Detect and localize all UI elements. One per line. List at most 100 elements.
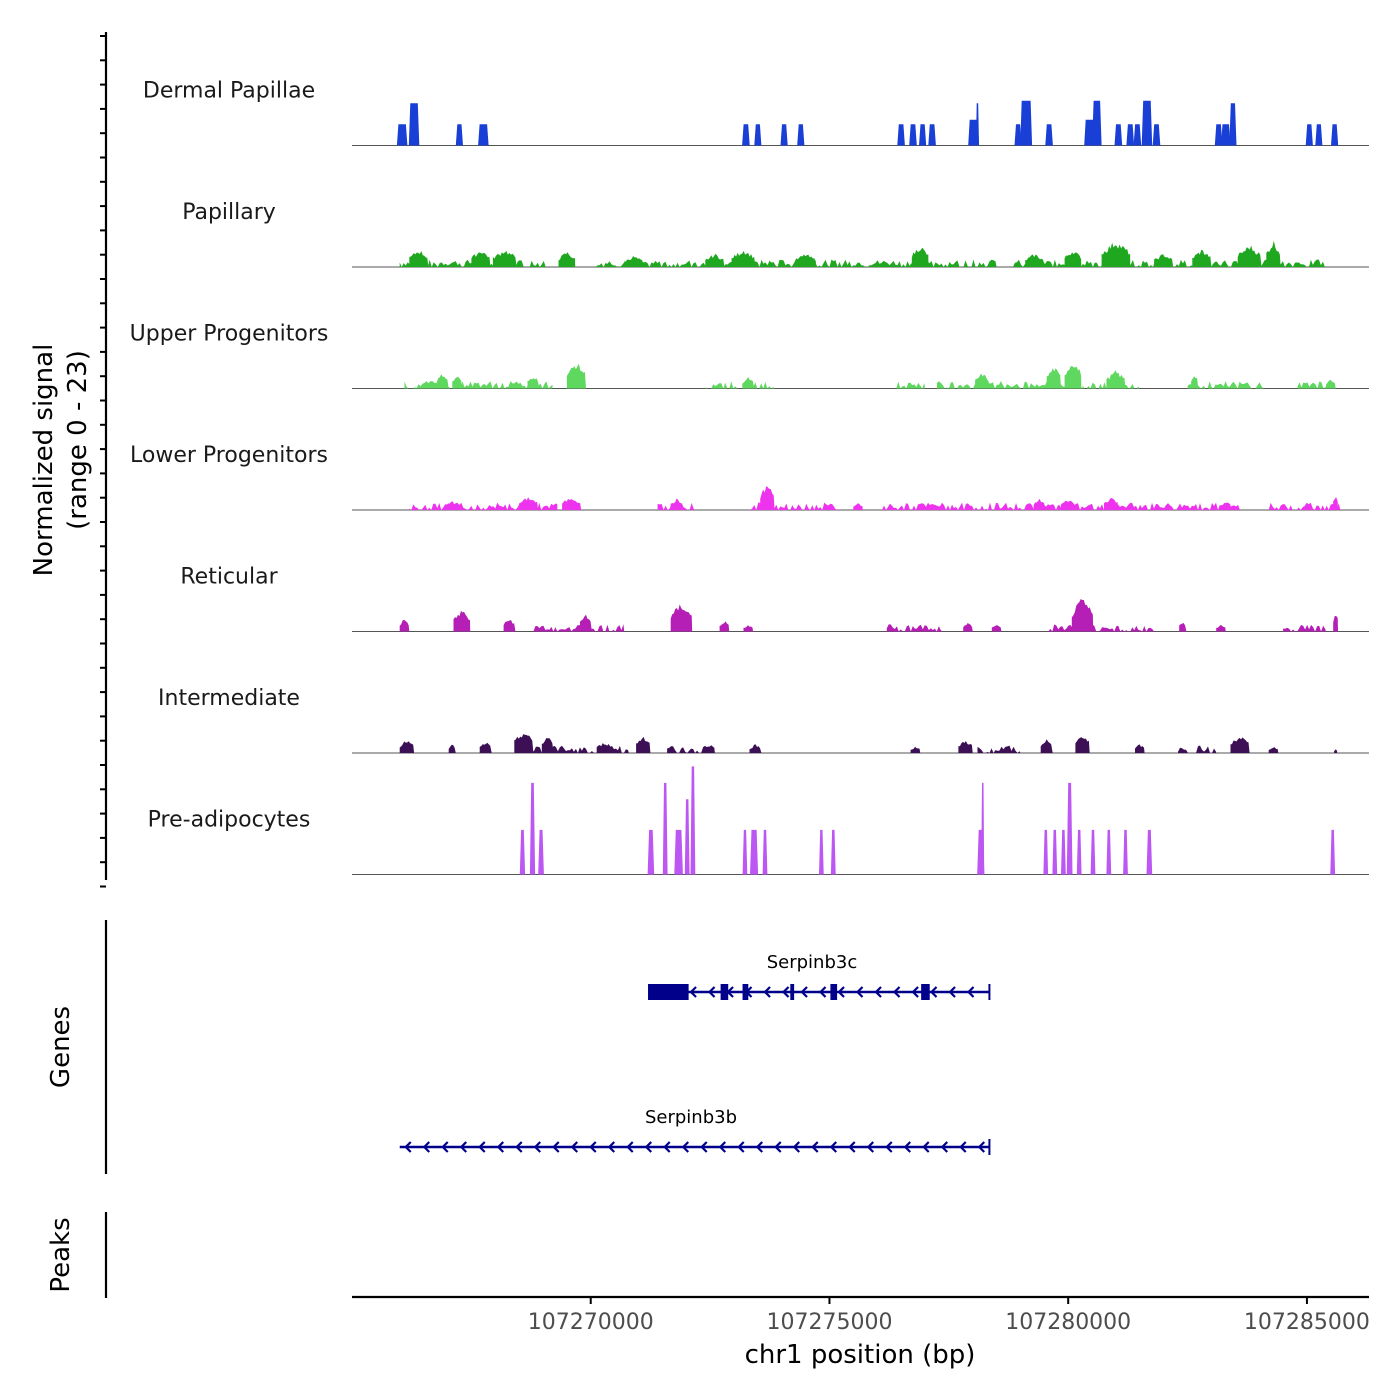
x-axis-ticks: 107270000 107275000 107280000 107285000 (528, 1297, 1370, 1335)
signal-peak (662, 782, 668, 875)
signal-peak (527, 378, 540, 389)
signal-peak (541, 738, 554, 753)
exon (830, 984, 838, 1000)
strand-arrow (848, 1141, 856, 1153)
strand-arrow (718, 1141, 727, 1153)
signal-region (1268, 502, 1341, 510)
signal-peak (1123, 829, 1128, 875)
signal-peak (448, 744, 456, 753)
signal-peak (742, 377, 755, 389)
track-label: Pre-adipocytes (148, 808, 311, 833)
strand-arrow (903, 1141, 912, 1153)
strand-arrow (885, 1141, 893, 1153)
coverage-tracks: Dermal Papillae Papillary Upper Progenitor… (130, 79, 1369, 875)
signal-peak (1040, 739, 1053, 753)
signal-region (896, 381, 925, 389)
signal-peak (705, 745, 715, 753)
track-papillary: Papillary (182, 200, 1369, 268)
signal-peak (1061, 500, 1076, 510)
signal-peak (1230, 737, 1250, 753)
strand-arrow (515, 1141, 523, 1153)
genes-panel-label: Genes (46, 1006, 76, 1088)
track-label: Upper Progenitors (130, 322, 329, 347)
track-label: Dermal Papillae (143, 79, 315, 104)
signal-peak (1052, 829, 1058, 875)
signal-peak (1114, 124, 1123, 146)
strand-arrow (533, 1141, 542, 1153)
signal-peak (1330, 829, 1336, 875)
x-axis-tick-label: 107275000 (766, 1310, 892, 1335)
signal-peak (1333, 616, 1338, 632)
exon (742, 984, 749, 1000)
signal-peak (719, 621, 730, 632)
signal-peak (1106, 370, 1126, 389)
signal-peak (1043, 829, 1049, 875)
track-label: Lower Progenitors (130, 443, 328, 468)
exon (921, 984, 930, 1000)
strand-arrow (681, 1141, 690, 1153)
signal-peak (819, 829, 824, 875)
strand-arrow (422, 1141, 431, 1153)
signal-peak (1101, 242, 1131, 267)
signal-peak (670, 604, 693, 632)
signal-peak (538, 829, 544, 875)
coverage-y-axis-ticks (100, 35, 106, 888)
signal-region (667, 745, 711, 753)
signal-peak (684, 799, 690, 875)
signal-peak (471, 252, 491, 267)
track-reticular: Reticular (180, 565, 1369, 632)
signal-peak (1014, 124, 1022, 146)
x-axis-tick-label: 107285000 (1244, 1310, 1370, 1335)
strand-arrow (404, 1141, 412, 1153)
signal-peak (754, 124, 762, 146)
signal-peak (1020, 100, 1033, 146)
y-axis-subtitle: (range 0 - 23) (63, 350, 93, 530)
signal-peak (445, 501, 460, 510)
y-axis-title: Normalized signal (29, 344, 59, 577)
signal-peak (797, 124, 805, 146)
signal-region (533, 624, 625, 632)
signal-peak (580, 614, 592, 632)
signal-peak (1064, 252, 1082, 267)
signal-peak (976, 103, 979, 146)
signal-peak (1135, 744, 1145, 753)
signal-peak (1061, 829, 1066, 875)
signal-peak (919, 124, 927, 146)
signal-peak (1237, 245, 1262, 267)
signal-peak (519, 497, 539, 510)
signal-peak (1152, 124, 1161, 146)
strand-arrow (929, 986, 938, 998)
strand-arrow (837, 986, 845, 998)
signal-peak (624, 256, 644, 267)
signal-peak (958, 741, 973, 753)
gene-serpinb3b: Serpinb3b (399, 1107, 991, 1155)
signal-region (977, 745, 1021, 753)
signal-peak (1033, 498, 1046, 510)
signal-peak (910, 746, 921, 753)
signal-peak (794, 254, 817, 267)
gene-annotations: Serpinb3c Serpinb3b (399, 952, 991, 1155)
strand-arrow (911, 986, 919, 998)
signal-peak (519, 829, 526, 875)
signal-peak (492, 251, 517, 267)
signal-peak (749, 744, 762, 753)
strand-arrow (792, 1141, 801, 1153)
track-label: Reticular (180, 565, 278, 590)
signal-peak (1192, 249, 1212, 267)
strand-arrow (774, 1141, 782, 1153)
signal-peak (1216, 624, 1226, 632)
signal-peak (690, 766, 696, 875)
signal-peak (780, 124, 788, 146)
signal-peak (760, 486, 775, 510)
signal-peak (1334, 749, 1338, 753)
signal-peak (742, 829, 748, 875)
gene-label: Serpinb3c (767, 952, 858, 973)
signal-region (882, 502, 1241, 510)
signal-peak (743, 625, 754, 632)
track-intermediate: Intermediate (158, 686, 1369, 754)
signal-peak (566, 363, 586, 389)
exon (790, 984, 795, 1000)
strand-arrow (459, 1141, 468, 1153)
signal-peak (453, 610, 471, 632)
signal-peak (514, 734, 534, 753)
